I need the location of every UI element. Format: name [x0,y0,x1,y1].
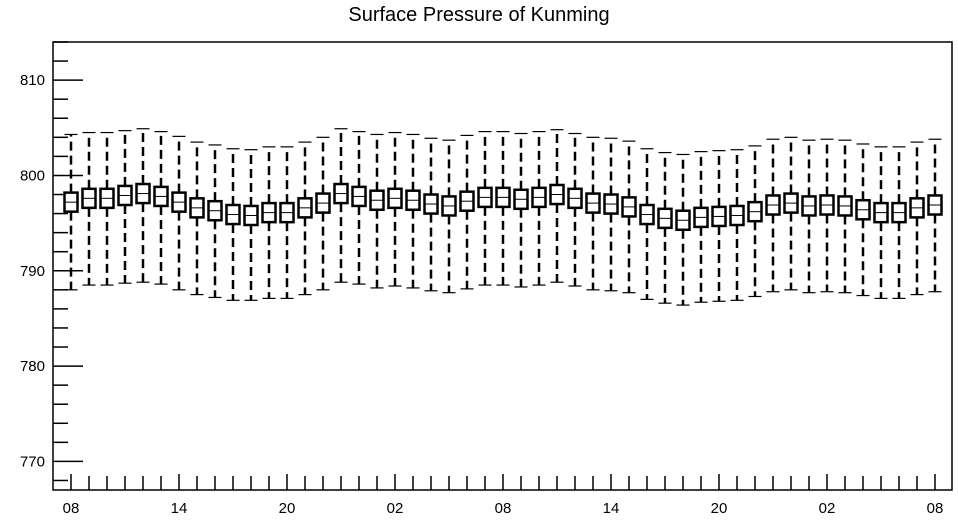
box-item [351,131,367,285]
box-item [819,138,835,293]
x-tick-label: 08 [927,500,944,517]
box-item [423,137,439,292]
box-item [513,132,529,288]
box-item [603,137,619,292]
box-item [675,153,691,306]
box-item [693,151,709,303]
x-axis: 08 14 20 02 08 14 20 02 08 [63,474,944,517]
box-item [405,133,421,289]
box-item [621,140,637,294]
x-tick-label: 08 [63,500,80,517]
box-item [369,133,385,289]
x-tick-label: 20 [279,500,296,517]
box-item [927,138,943,293]
box-item [855,143,871,297]
x-tick-label: 14 [171,500,188,517]
box-item [81,131,97,286]
x-tick-label: 14 [603,500,620,517]
box-item [909,141,925,296]
box-item [765,138,781,293]
box-item [171,135,187,291]
box-item [63,133,79,291]
box-item [315,136,331,291]
box-item [99,131,115,286]
x-tick-label: 08 [495,500,512,517]
box-item [333,128,349,283]
box-item [387,131,403,287]
box-item [657,151,673,304]
y-tick-label: 810 [20,72,45,89]
box-item [801,139,817,294]
box-item [729,149,745,301]
box-item [459,134,475,290]
box-item [477,131,493,286]
box-item [441,139,457,294]
y-tick-label: 790 [20,263,45,280]
y-tick-label: 780 [20,358,45,375]
box-item [153,131,169,285]
box-item [711,150,727,302]
box-item [135,128,151,283]
x-tick-label: 02 [819,500,836,517]
box-item [279,146,295,300]
box-item [639,148,655,300]
y-tick-label: 800 [20,167,45,184]
box-item [261,146,277,300]
box-item [243,149,259,301]
box-item [117,130,133,284]
box-item [891,146,907,300]
box-item [189,141,205,296]
box-item [531,131,547,286]
box-item [783,136,799,291]
chart-title: Surface Pressure of Kunming [348,4,610,26]
box-item [585,136,601,291]
box-item [207,144,223,299]
box-item [495,131,511,286]
box-item [873,146,889,300]
y-axis: 770 780 790 800 810 [20,41,83,482]
box-item [549,129,565,283]
boxes-layer [63,128,943,306]
box-item [747,145,763,298]
box-item [567,132,583,287]
x-tick-label: 02 [387,500,404,517]
y-tick-label: 770 [20,453,45,470]
x-tick-label: 20 [711,500,728,517]
box-item [297,141,313,296]
box-item [837,139,853,294]
box-item [225,148,241,301]
